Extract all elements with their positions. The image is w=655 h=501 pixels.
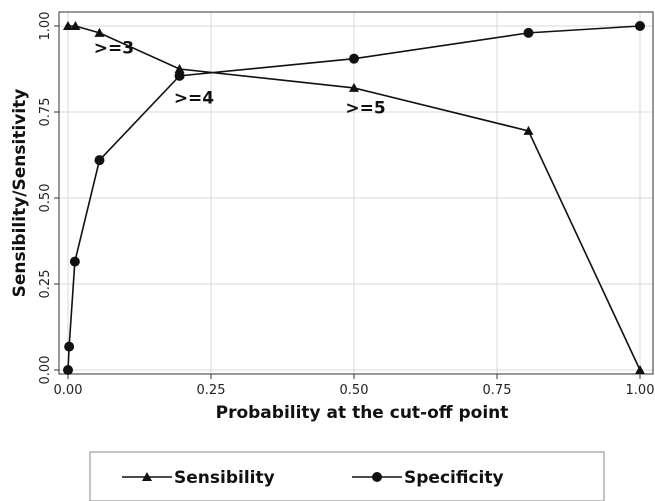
legend-frame [89, 451, 605, 501]
triangle-point [349, 82, 359, 92]
circle-point [349, 53, 359, 64]
annotations: >=3 >=4 >=5 [94, 39, 386, 119]
y-tick-label: 1.00 [38, 12, 53, 41]
triangle-point [94, 27, 105, 37]
triangle-point [70, 21, 81, 30]
circle-point [94, 155, 105, 166]
legend-circle-marker [372, 472, 382, 482]
series-specificity [63, 21, 645, 375]
axis-ticks: 0.00 0.25 0.50 0.75 1.00 0.00 0.25 0.50 0.75 1.00 [38, 12, 654, 398]
y-tick-label: 0.50 [38, 184, 53, 213]
circle-point [64, 341, 75, 352]
x-axis-title: Probability at the cut-off point [216, 403, 509, 423]
circle-point [523, 27, 534, 38]
legend: Sensibility Specificity [89, 451, 605, 501]
y-tick-label: 0.75 [38, 98, 53, 127]
series [63, 21, 645, 375]
legend-label: Specificity [404, 468, 504, 488]
series-line [67, 25, 641, 371]
triangle-point [635, 365, 645, 374]
legend-label: Sensibility [174, 468, 275, 488]
grid [59, 12, 653, 374]
plot-frame [58, 11, 654, 375]
threshold-annotation: >=5 [345, 99, 385, 119]
circle-point [69, 256, 80, 267]
circle-point [635, 21, 645, 31]
threshold-annotation: >=3 [94, 39, 134, 59]
x-tick-label: 0.00 [54, 383, 83, 398]
x-tick-label: 1.00 [626, 383, 655, 398]
legend-triangle-marker [142, 472, 152, 481]
legend-item-specificity: Specificity [352, 468, 504, 488]
y-axis-title: Sensibility/Sensitivity [10, 89, 30, 298]
threshold-annotation: >=4 [174, 88, 214, 108]
circle-point [63, 365, 73, 375]
y-tick-label: 0.25 [38, 270, 53, 299]
triangle-point [63, 21, 73, 30]
x-tick-label: 0.50 [340, 383, 369, 398]
x-tick-label: 0.25 [197, 383, 226, 398]
x-tick-label: 0.75 [483, 383, 512, 398]
triangle-point [174, 64, 185, 73]
y-tick-label: 0.00 [38, 356, 53, 385]
series-sensibility [63, 21, 645, 374]
triangle-point [523, 125, 534, 135]
legend-item-sensibility: Sensibility [122, 468, 275, 488]
circle-point [174, 70, 185, 81]
